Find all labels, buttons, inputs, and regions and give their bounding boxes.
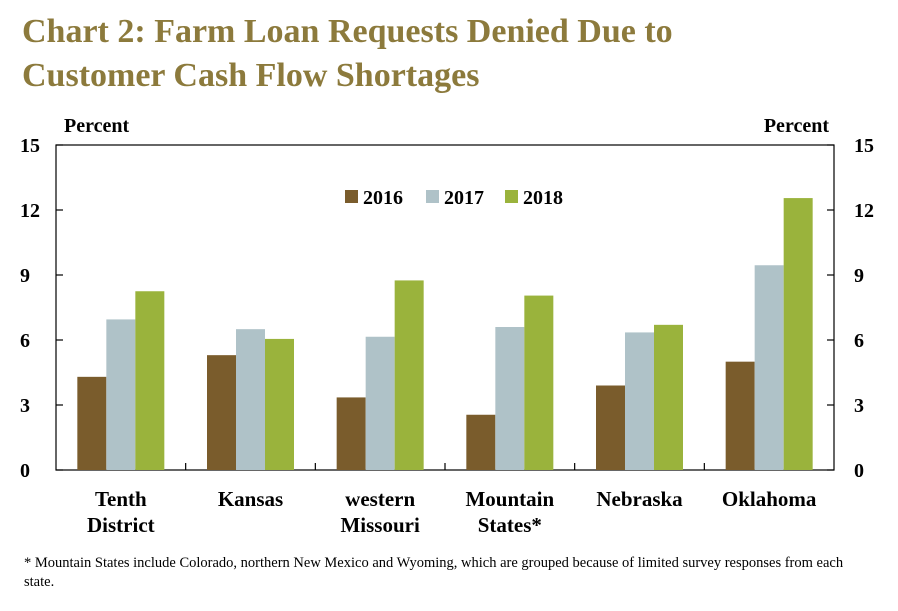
- bar-2016-2: [336, 397, 366, 470]
- chart-title-line1: Chart 2: Farm Loan Requests Denied Due t…: [22, 13, 673, 50]
- bar-2018-4: [654, 324, 683, 470]
- legend: 2016 2017 2018: [345, 187, 563, 209]
- bar-2018-0: [135, 291, 165, 470]
- category-label: Kansas: [218, 487, 283, 511]
- bar-2017-5: [754, 265, 784, 470]
- y-tick-label-right: 12: [854, 200, 874, 222]
- legend-swatch-2018: [505, 190, 518, 203]
- legend-swatch-2017: [426, 190, 439, 203]
- category-label: Oklahoma: [722, 487, 817, 511]
- y-tick-label-right: 15: [854, 135, 874, 157]
- chart-title-line2: Customer Cash Flow Shortages: [22, 57, 480, 94]
- bar-2017-2: [365, 336, 395, 470]
- y-ticks-right: 0 3 6 9 12 15: [827, 135, 874, 482]
- category-label: Mountain: [465, 487, 554, 511]
- bar-2018-2: [394, 280, 424, 470]
- bars: [77, 198, 813, 471]
- bar-2017-1: [236, 329, 265, 470]
- bar-2016-5: [725, 361, 755, 470]
- legend-label-2018: 2018: [523, 187, 563, 209]
- legend-label-2017: 2017: [444, 187, 484, 209]
- chart-title: Chart 2: Farm Loan Requests Denied Due t…: [22, 10, 882, 98]
- y-tick-label-left: 3: [20, 395, 30, 417]
- y-tick-label-left: 15: [20, 135, 40, 157]
- bar-2016-1: [207, 355, 236, 470]
- bar-2016-4: [596, 385, 625, 470]
- y-ticks-left: 0 3 6 9 12 15: [20, 135, 63, 482]
- bar-2016-0: [77, 376, 107, 470]
- legend-label-2016: 2016: [363, 187, 403, 209]
- x-ticks: [185, 463, 705, 470]
- legend-swatch-2016: [345, 190, 358, 203]
- y-tick-label-right: 0: [854, 460, 864, 482]
- bar-2017-3: [495, 327, 525, 470]
- bar-2017-0: [106, 319, 136, 470]
- category-label: Nebraska: [596, 487, 683, 511]
- y-tick-label-left: 6: [20, 330, 30, 352]
- category-label: States*: [478, 513, 542, 537]
- y-tick-label-left: 12: [20, 200, 40, 222]
- bar-2018-5: [783, 198, 813, 471]
- y-axis-label-left: Percent: [64, 115, 129, 137]
- y-tick-label-right: 3: [854, 395, 864, 417]
- footnote: * Mountain States include Colorado, nort…: [24, 555, 844, 590]
- category-label: Missouri: [340, 513, 420, 537]
- category-label: District: [87, 513, 155, 537]
- bar-2016-3: [466, 414, 496, 470]
- bar-2018-3: [524, 295, 554, 470]
- y-tick-label-right: 6: [854, 330, 864, 352]
- category-label: Tenth: [95, 487, 147, 511]
- category-label: western: [345, 487, 415, 511]
- y-axis-label-right: Percent: [764, 115, 829, 137]
- y-tick-label-left: 9: [20, 265, 30, 287]
- bar-2018-1: [265, 338, 294, 470]
- y-tick-label-right: 9: [854, 265, 864, 287]
- bar-2017-4: [625, 332, 654, 470]
- y-tick-label-left: 0: [20, 460, 30, 482]
